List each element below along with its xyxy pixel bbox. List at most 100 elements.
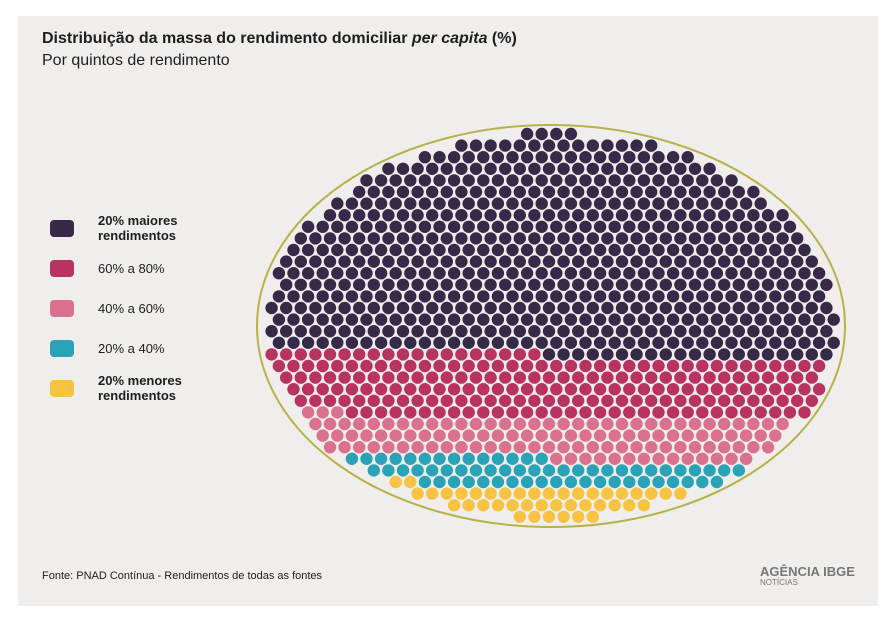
dot bbox=[389, 429, 402, 442]
dot bbox=[499, 139, 512, 152]
dot bbox=[389, 336, 402, 349]
dot bbox=[827, 336, 840, 349]
dot bbox=[783, 290, 797, 303]
dot bbox=[382, 325, 395, 338]
dot bbox=[572, 301, 585, 315]
dot bbox=[747, 325, 760, 338]
dot bbox=[645, 417, 658, 431]
dot bbox=[688, 301, 702, 315]
dot bbox=[601, 348, 614, 361]
dot bbox=[666, 406, 680, 419]
dot bbox=[411, 209, 424, 222]
dot bbox=[280, 278, 293, 291]
dot bbox=[769, 429, 782, 442]
dot bbox=[645, 232, 658, 245]
dot bbox=[732, 464, 745, 477]
dot bbox=[447, 313, 461, 326]
dot bbox=[674, 348, 687, 361]
dot bbox=[593, 475, 607, 489]
dot bbox=[455, 209, 468, 222]
dot bbox=[382, 278, 395, 291]
dot bbox=[360, 313, 373, 326]
dot bbox=[586, 255, 599, 268]
dot bbox=[491, 220, 505, 233]
dot bbox=[593, 220, 607, 233]
dot bbox=[491, 475, 505, 489]
dot bbox=[411, 348, 424, 361]
dot bbox=[309, 278, 322, 291]
dot bbox=[433, 475, 446, 489]
dot bbox=[338, 232, 351, 245]
dot bbox=[353, 185, 366, 199]
dot bbox=[462, 243, 475, 257]
dot bbox=[645, 255, 658, 268]
dot bbox=[564, 290, 578, 303]
dot bbox=[564, 499, 578, 512]
dot bbox=[542, 255, 556, 268]
dot bbox=[404, 220, 417, 233]
dot bbox=[374, 336, 388, 349]
dot bbox=[732, 209, 745, 222]
dot bbox=[725, 267, 738, 280]
dot bbox=[645, 162, 658, 175]
dot bbox=[469, 464, 483, 477]
dot bbox=[477, 429, 490, 442]
dot bbox=[601, 139, 614, 152]
dot bbox=[469, 394, 483, 407]
dot bbox=[739, 267, 753, 280]
dot bbox=[499, 417, 512, 431]
dot bbox=[396, 441, 410, 454]
dot bbox=[418, 151, 432, 164]
dot bbox=[630, 162, 643, 175]
dot bbox=[557, 441, 570, 454]
dot bbox=[615, 162, 629, 175]
dot bbox=[674, 255, 687, 268]
dot bbox=[557, 348, 570, 361]
dot bbox=[455, 301, 468, 315]
dot bbox=[440, 417, 453, 431]
dot bbox=[754, 267, 767, 280]
dot bbox=[579, 336, 592, 349]
dot bbox=[528, 348, 541, 361]
dot bbox=[331, 406, 344, 419]
dot bbox=[718, 394, 731, 407]
dot bbox=[491, 359, 505, 373]
dot bbox=[630, 185, 643, 199]
dot bbox=[374, 406, 388, 419]
dot bbox=[769, 336, 782, 349]
dot bbox=[586, 510, 599, 523]
dot bbox=[338, 371, 351, 384]
dot bbox=[374, 267, 388, 280]
dot bbox=[564, 475, 578, 489]
dot bbox=[301, 243, 315, 257]
dot bbox=[593, 336, 607, 349]
dot bbox=[353, 394, 366, 407]
dot bbox=[630, 209, 643, 222]
dot bbox=[659, 185, 672, 199]
dot bbox=[725, 243, 738, 257]
dot bbox=[791, 394, 804, 407]
dot bbox=[367, 301, 380, 315]
dot bbox=[579, 383, 592, 396]
dot bbox=[528, 139, 541, 152]
dot bbox=[710, 452, 724, 465]
legend-swatch bbox=[50, 259, 74, 277]
dot bbox=[469, 162, 483, 175]
dot bbox=[389, 267, 402, 280]
dot bbox=[718, 464, 731, 477]
dot bbox=[535, 197, 548, 210]
dot bbox=[666, 220, 680, 233]
dot bbox=[353, 255, 366, 268]
dot bbox=[491, 406, 505, 419]
dot bbox=[513, 394, 526, 407]
dot bbox=[579, 220, 592, 233]
dot bbox=[703, 278, 716, 291]
dot bbox=[783, 220, 797, 233]
dot bbox=[462, 174, 475, 187]
dot bbox=[710, 290, 724, 303]
dot bbox=[396, 325, 410, 338]
dot bbox=[791, 371, 804, 384]
dot bbox=[411, 301, 424, 315]
dot bbox=[754, 429, 767, 442]
